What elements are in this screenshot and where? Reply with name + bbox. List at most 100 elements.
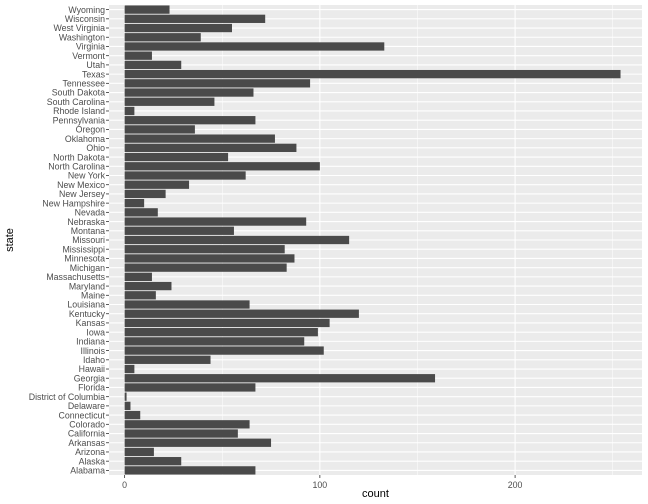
x-tick-label: 0 [122, 480, 127, 490]
y-tick-label: Indiana [76, 337, 105, 347]
y-tick-marks [106, 9, 109, 471]
bar [124, 272, 152, 282]
bar [124, 263, 287, 272]
bar [124, 5, 170, 14]
bar [124, 392, 127, 401]
y-tick-label: Georgia [74, 373, 105, 383]
y-tick-label: North Dakota [53, 152, 105, 162]
bar [124, 198, 145, 208]
bar [124, 134, 275, 143]
bar [124, 143, 297, 152]
y-tick-labels: AlabamaAlaskaArizonaArkansasCaliforniaCo… [29, 5, 106, 476]
y-tick-label: California [68, 429, 105, 439]
bar [124, 447, 154, 457]
y-tick-label: Florida [78, 383, 105, 393]
y-tick-label: West Virginia [53, 23, 105, 33]
bar [124, 291, 156, 300]
y-tick-label: Hawaii [79, 364, 105, 374]
bar [124, 60, 182, 70]
bar [124, 364, 135, 374]
y-tick-label: Illinois [81, 346, 106, 356]
y-tick-label: Delaware [68, 401, 105, 411]
bar [124, 401, 131, 411]
y-axis-title: state [4, 228, 16, 252]
y-tick-label: Mississippi [62, 244, 105, 254]
y-tick-label: Wyoming [68, 5, 105, 15]
y-tick-label: Nebraska [67, 217, 105, 227]
bar [124, 116, 256, 125]
bar [124, 189, 166, 199]
x-tick-label: 100 [313, 480, 328, 490]
bar [124, 438, 272, 447]
bar [124, 162, 320, 171]
bar [124, 300, 250, 309]
bar [124, 337, 305, 346]
y-tick-label: North Carolina [48, 161, 105, 171]
y-tick-label: New Jersey [59, 189, 106, 199]
y-tick-label: Massachusetts [46, 272, 105, 282]
bar [124, 235, 350, 245]
bar [124, 217, 307, 226]
bar [124, 152, 229, 162]
bar [124, 208, 158, 217]
y-tick-label: Alabama [70, 466, 105, 476]
bar [124, 318, 330, 328]
bar [124, 79, 311, 88]
y-tick-label: Kansas [76, 318, 106, 328]
bar [124, 226, 234, 235]
y-tick-label: Oklahoma [65, 134, 105, 144]
y-tick-label: New Mexico [57, 180, 105, 190]
y-tick-label: Nevada [75, 208, 105, 218]
y-tick-label: Ohio [86, 143, 105, 153]
bar [124, 466, 256, 475]
bar [124, 23, 232, 33]
y-tick-label: Idaho [83, 355, 105, 365]
bar [124, 69, 621, 79]
bar [124, 33, 201, 42]
y-tick-label: South Dakota [52, 88, 105, 98]
bar [124, 42, 385, 51]
y-tick-label: Connecticut [59, 410, 106, 420]
y-tick-label: Pennsylvania [53, 115, 105, 125]
y-tick-label: Alaska [79, 456, 106, 466]
bar [124, 355, 211, 364]
y-tick-label: Kentucky [69, 309, 106, 319]
y-tick-label: Missouri [72, 235, 105, 245]
y-tick-label: Louisiana [67, 300, 105, 310]
bar [124, 245, 285, 254]
y-tick-label: Colorado [69, 420, 105, 430]
y-tick-label: Iowa [86, 327, 105, 337]
bar [124, 346, 324, 355]
y-tick-label: Virginia [76, 42, 105, 52]
bar [124, 457, 182, 466]
y-tick-label: Rhode Island [53, 106, 105, 116]
bar [124, 254, 295, 263]
bar [124, 180, 190, 189]
bar [124, 374, 436, 383]
x-tick-label: 200 [508, 480, 523, 490]
bar [124, 125, 195, 134]
grid-lines [109, 5, 642, 475]
y-tick-label: Oregon [76, 125, 105, 135]
bar [124, 88, 254, 97]
y-tick-label: South Carolina [47, 97, 105, 107]
x-axis-title: count [362, 488, 389, 500]
y-tick-label: Texas [82, 69, 106, 79]
y-tick-label: District of Columbia [29, 392, 105, 402]
bar [124, 420, 250, 429]
y-tick-label: Maine [81, 290, 105, 300]
bar [124, 14, 266, 23]
bar [124, 106, 135, 116]
y-tick-label: Vermont [72, 51, 105, 61]
y-tick-label: Michigan [70, 263, 105, 273]
bar [124, 383, 256, 392]
bar [124, 51, 152, 60]
y-tick-label: New Hampshire [42, 198, 105, 208]
y-tick-label: Minnesota [64, 254, 105, 264]
y-tick-label: New York [68, 171, 106, 181]
bar [124, 97, 215, 106]
bars [124, 5, 621, 475]
bar [124, 171, 246, 180]
y-tick-label: Montana [71, 226, 105, 236]
